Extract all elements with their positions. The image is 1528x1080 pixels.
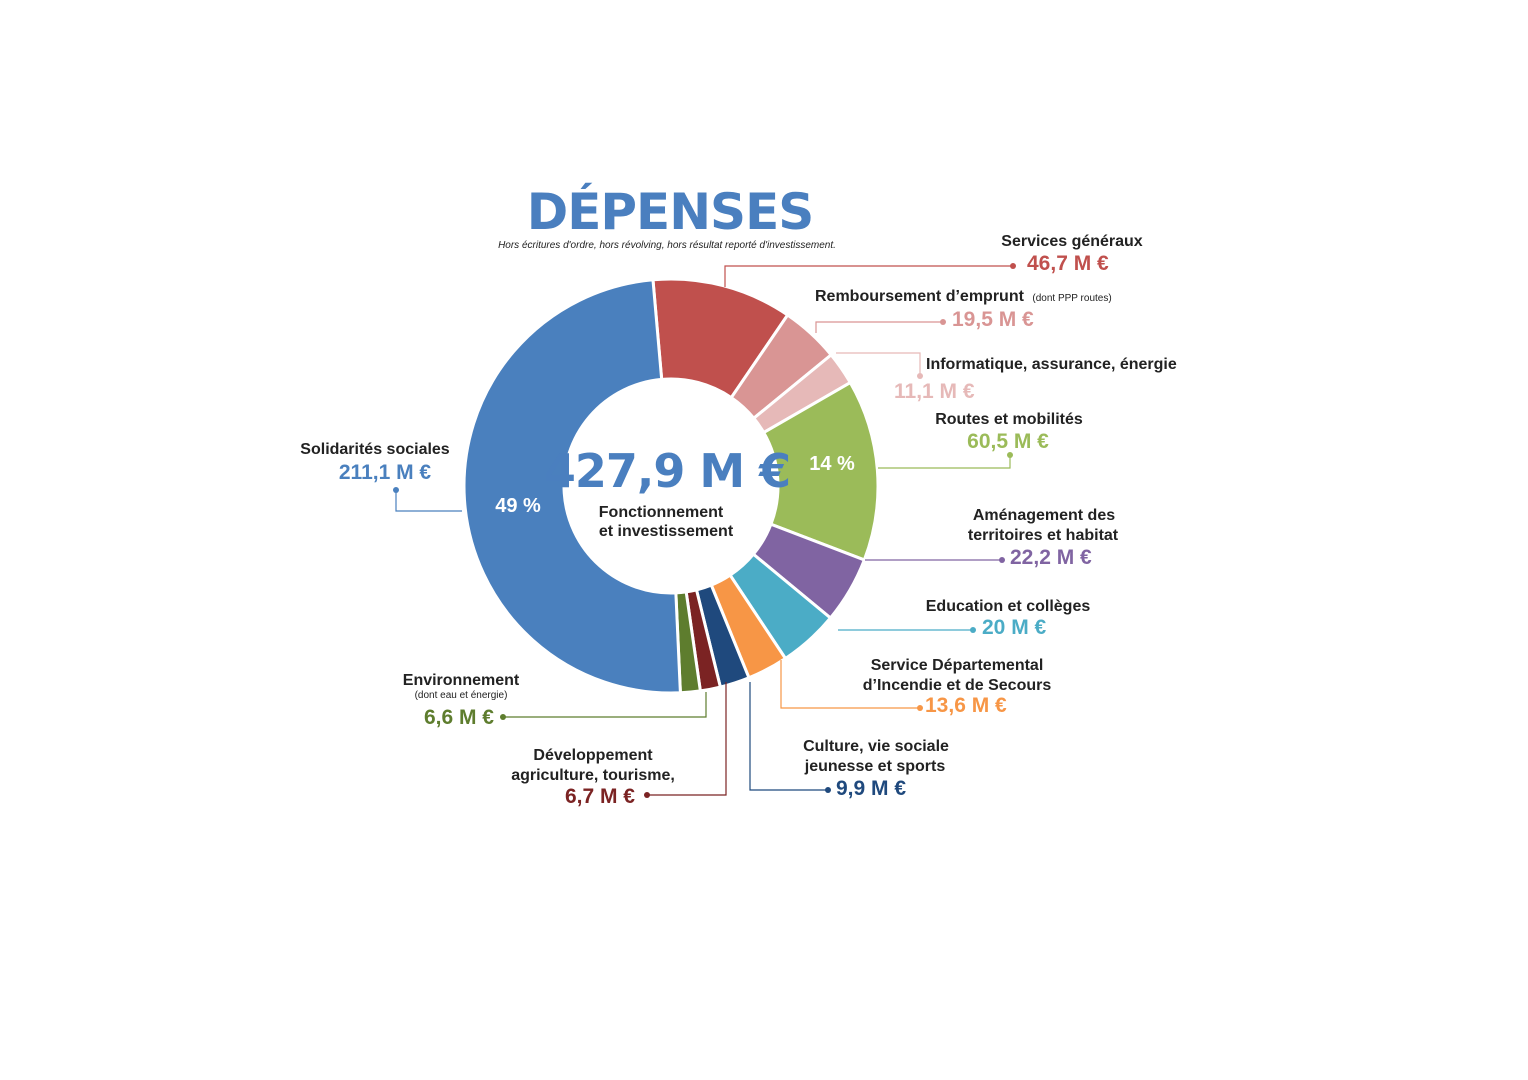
leader-dot-amenagement (999, 557, 1005, 563)
leader-line-culture (749, 682, 828, 791)
label-developpement-line-1: Développement (533, 747, 653, 764)
label-emprunt-note: (dont PPP routes) (1032, 293, 1111, 304)
leader-dot-developpement (644, 792, 650, 798)
percent-label-routes: 14 % (809, 453, 855, 475)
center-line-1: Fonctionnement (599, 504, 724, 521)
value-emprunt: 19,5 M € (952, 308, 1034, 331)
leader-line-developpement (647, 682, 727, 796)
leader-dot-education (970, 627, 976, 633)
value-solidarites: 211,1 M € (339, 461, 432, 484)
value-culture: 9,9 M € (836, 777, 906, 800)
label-emprunt: Remboursement d’emprunt (dont PPP routes… (815, 288, 1112, 305)
center-line-2: et investissement (599, 523, 734, 540)
label-emprunt-text: Remboursement d’emprunt (815, 288, 1025, 305)
label-education: Education et collèges (926, 598, 1091, 615)
leader-dot-routes (1007, 452, 1013, 458)
label-developpement-line-2: agriculture, tourisme, (511, 767, 675, 784)
label-routes: Routes et mobilités (935, 411, 1083, 428)
value-developpement: 6,7 M € (565, 785, 635, 808)
label-amenagement-line-2: territoires et habitat (968, 527, 1119, 544)
label-sdis-line-2: d’Incendie et de Secours (863, 677, 1052, 694)
value-education: 20 M € (982, 616, 1047, 639)
label-informatique: Informatique, assurance, énergie (926, 356, 1177, 373)
donut-slices (462, 277, 880, 695)
label-environnement: Environnement (403, 672, 520, 689)
leader-line-sdis (780, 660, 920, 709)
leader-line-environnement (503, 692, 707, 718)
chart-title: DÉPENSES (527, 182, 813, 241)
leader-line-routes (878, 455, 1011, 469)
label-services: Services généraux (1001, 233, 1143, 250)
leader-line-informatique (836, 352, 921, 376)
label-amenagement-line-1: Aménagement des (973, 507, 1115, 524)
chart-subtitle: Hors écritures d'ordre, hors révolving, … (498, 240, 836, 251)
leader-dot-informatique (917, 373, 923, 379)
value-routes: 60,5 M € (967, 430, 1049, 453)
center-total: 427,9 M € (544, 444, 790, 498)
value-sdis: 13,6 M € (925, 694, 1007, 717)
leader-dot-services (1010, 263, 1016, 269)
leader-dot-solidarites (393, 487, 399, 493)
slice-solidarites-sociales (462, 278, 682, 695)
leader-line-solidarites (395, 490, 462, 512)
leader-dot-emprunt (940, 319, 946, 325)
leader-dot-environnement (500, 714, 506, 720)
value-services: 46,7 M € (1027, 252, 1109, 275)
label-culture-line-2: jeunesse et sports (804, 758, 946, 775)
leader-line-services (724, 265, 1013, 287)
percent-label-solidarites: 49 % (495, 495, 541, 517)
value-amenagement: 22,2 M € (1010, 546, 1092, 569)
label-culture-line-1: Culture, vie sociale (803, 738, 949, 755)
leader-line-emprunt (815, 321, 943, 333)
value-environnement: 6,6 M € (424, 706, 494, 729)
leader-dot-culture (825, 787, 831, 793)
leader-dot-sdis (917, 705, 923, 711)
label-solidarites: Solidarités sociales (300, 441, 450, 458)
value-informatique: 11,1 M € (894, 380, 975, 403)
label-sdis-line-1: Service Départemental (871, 657, 1044, 674)
label-environnement-note: (dont eau et énergie) (415, 690, 508, 701)
